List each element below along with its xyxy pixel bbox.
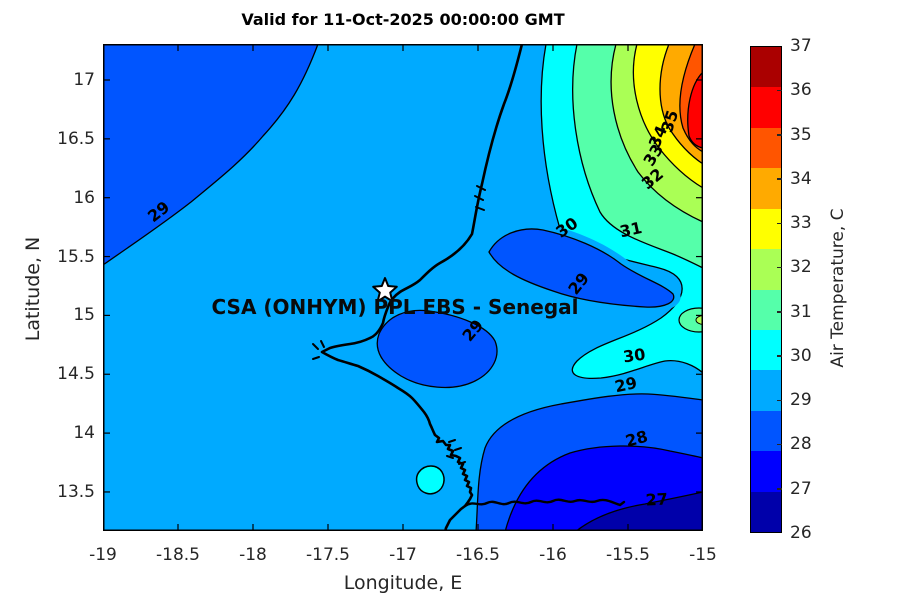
contour-28 (504, 445, 703, 531)
contour-29-southeast (475, 393, 703, 531)
colorbar-tick-mark (777, 488, 782, 490)
band-36-37-hot-core (687, 71, 703, 149)
contour-label-31: 31 (618, 218, 644, 241)
colorbar-tick-label: 28 (790, 434, 812, 455)
contour-35 (679, 44, 703, 153)
colorbar-tick-label: 26 (790, 523, 812, 543)
x-tick-label: -19 (89, 545, 117, 565)
contour-31 (572, 44, 703, 269)
x-tick-label: -18.5 (156, 545, 200, 565)
coast-hatch-marks (312, 185, 486, 465)
site-star-marker (372, 277, 398, 303)
colorbar-tick-label: 32 (790, 257, 812, 278)
colorbar-band (751, 168, 781, 210)
y-tick-label: 14 (73, 423, 95, 444)
contour-29-northwest (103, 44, 319, 266)
x-tick-label: -16.5 (456, 545, 500, 565)
contour-34 (659, 44, 703, 165)
colorbar (750, 46, 782, 533)
contour-label-27: 27 (645, 489, 668, 509)
colorbar-tick-label: 33 (790, 213, 812, 234)
colorbar-band (751, 370, 781, 412)
x-tick-label: -18 (239, 545, 267, 565)
colorbar-tick-mark (777, 311, 782, 313)
colorbar-tick-mark (777, 399, 782, 402)
colorbar-band (751, 249, 781, 290)
band-28-29-east-blob (488, 228, 675, 308)
x-tick-label: -15.5 (606, 545, 650, 565)
colorbar-tick-mark (777, 443, 782, 446)
x-tick-label: -17.5 (306, 545, 350, 565)
y-tick-label: 14.5 (57, 364, 95, 385)
colorbar-band (751, 208, 781, 250)
y-axis-title: Latitude, N (22, 236, 44, 342)
colorbar-band (751, 410, 781, 452)
colorbar-tick-label: 30 (790, 345, 812, 366)
colorbar-tick-mark (777, 134, 782, 136)
y-tick-label: 16.5 (57, 128, 95, 149)
colorbar-tick-label: 35 (790, 124, 812, 145)
colorbar-tick-label: 31 (790, 301, 812, 322)
x-tick-label: -15 (689, 545, 717, 565)
band-28-29-west-blob (376, 309, 498, 389)
colorbar-title: Air Temperature, C (828, 208, 848, 368)
colorbar-tick-label: 34 (790, 168, 812, 189)
colorbar-tick-mark (777, 89, 782, 92)
colorbar-band (751, 491, 781, 533)
site-annotation-text: CSA (ONHYM) PPL EBS - Senegal (211, 295, 578, 319)
gambia-river-path (463, 498, 626, 508)
contour-30 (540, 44, 703, 380)
x-tick-label: -16 (539, 545, 567, 565)
contour-label-29: 29 (613, 373, 639, 396)
y-tick-label: 15 (73, 305, 95, 326)
colorbar-band (751, 451, 781, 493)
contour-33 (632, 44, 703, 189)
colorbar-tick-mark (777, 178, 782, 180)
plot-border (103, 44, 703, 531)
contour-32 (610, 44, 703, 223)
colorbar-tick-label: 29 (790, 390, 812, 411)
y-tick-label: 17 (73, 70, 95, 90)
x-axis-title: Longitude, E (343, 572, 463, 594)
colorbar-band (751, 87, 781, 129)
colorbar-tick-label: 37 (790, 36, 812, 56)
plot-title: Valid for 11-Oct-2025 00:00:00 GMT (241, 10, 565, 29)
band-30-31-lagoon (415, 465, 445, 495)
band-28-29-northwest (103, 44, 318, 265)
colorbar-tick-label: 27 (790, 478, 812, 499)
band-32-33-east-ellipse-core (695, 315, 703, 325)
band-31-32-east-ellipse (678, 307, 703, 333)
x-tick-label: -17 (389, 545, 417, 565)
band-26-27-corner (576, 492, 703, 531)
colorbar-band (751, 127, 781, 169)
colorbar-band (751, 47, 781, 88)
colorbar-band (751, 289, 781, 331)
coastline-path (320, 44, 524, 531)
y-tick-label: 13.5 (57, 481, 95, 502)
y-tick-label: 16 (73, 187, 95, 208)
colorbar-tick-mark (777, 266, 782, 269)
contour-27 (575, 491, 703, 531)
colorbar-tick-mark (777, 355, 782, 357)
y-tick-label: 15.5 (57, 246, 95, 267)
colorbar-band (751, 329, 781, 371)
colorbar-tick-mark (777, 222, 782, 225)
colorbar-tick-label: 36 (790, 80, 812, 101)
contour-label-30: 30 (622, 345, 647, 367)
